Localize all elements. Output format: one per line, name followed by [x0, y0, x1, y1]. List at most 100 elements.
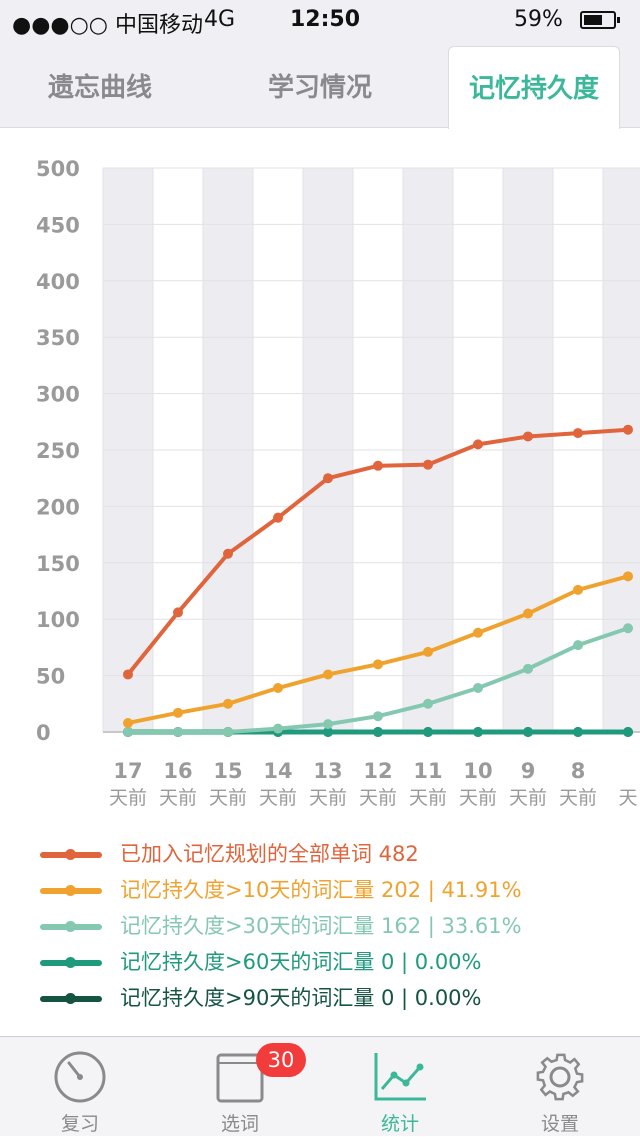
y-tick-label: 150	[36, 552, 80, 576]
data-point	[273, 683, 283, 694]
data-point	[573, 428, 583, 439]
data-point	[523, 663, 533, 674]
y-tick-label: 400	[36, 270, 80, 294]
data-point	[423, 727, 433, 737]
y-tick-label: 100	[36, 608, 80, 632]
tabbar-item-settings[interactable]: 设置	[480, 1037, 640, 1137]
battery-percent: 59%	[514, 7, 563, 32]
tabbar-label: 复习	[60, 1113, 99, 1135]
clock-label: 12:50	[290, 7, 361, 32]
x-tick-label: 16	[163, 759, 192, 783]
x-tick-label: 天前	[359, 787, 397, 809]
battery-icon	[580, 11, 620, 29]
legend-label: 记忆持久度>60天的词汇量 0 | 0.00%	[120, 950, 482, 974]
tab-memory-durability[interactable]: 记忆持久度	[448, 46, 620, 129]
y-tick-label: 50	[36, 665, 65, 689]
data-point	[123, 717, 133, 728]
x-tick-label: 天前	[209, 787, 247, 809]
tabbar-item-review[interactable]: 复习	[0, 1037, 160, 1137]
legend-label: 已加入记忆规划的全部单词 482	[120, 842, 419, 866]
data-point	[273, 723, 283, 734]
tabbar-label: 选词	[220, 1113, 259, 1135]
x-tick-label: 天前	[259, 787, 297, 809]
legend-item-all-words: 已加入记忆规划的全部单词 482	[40, 836, 640, 872]
top-tab-bar: 遗忘曲线 学习情况 记忆持久度	[0, 40, 640, 129]
x-tick-label: 17	[113, 759, 142, 783]
tab-study-status[interactable]: 学习情况	[267, 73, 372, 103]
data-point	[423, 698, 433, 709]
tabbar-item-select-words[interactable]: 30 选词	[160, 1037, 320, 1137]
x-tick-label: 12	[363, 759, 392, 783]
data-point	[573, 640, 583, 651]
data-point	[373, 711, 383, 722]
data-point	[323, 719, 333, 730]
y-tick-label: 500	[36, 157, 80, 181]
data-point	[623, 727, 633, 737]
legend-label: 记忆持久度>10天的词汇量 202 | 41.91%	[120, 878, 522, 902]
data-point	[223, 727, 233, 737]
new-words-badge: 30	[256, 1043, 306, 1077]
tabbar-item-statistics[interactable]: 统计	[320, 1037, 480, 1137]
x-tick-label: 15	[213, 759, 242, 783]
bottom-tab-bar: 复习 30 选词 统计 设置	[0, 1036, 640, 1136]
data-point	[473, 683, 483, 694]
y-tick-label: 250	[36, 439, 80, 463]
legend-label: 记忆持久度>90天的词汇量 0 | 0.00%	[120, 986, 482, 1010]
data-point	[473, 727, 483, 737]
data-point	[323, 669, 333, 680]
data-point	[623, 623, 633, 634]
x-tick-label: 9	[521, 759, 536, 783]
clock-dial-icon	[54, 1051, 106, 1103]
y-tick-label: 350	[36, 326, 80, 350]
x-tick-label: 14	[263, 759, 292, 783]
data-point	[423, 459, 433, 470]
data-point	[573, 584, 583, 595]
carrier-label: ●●●○○ 中国移动	[12, 13, 203, 38]
data-point	[323, 473, 333, 484]
data-point	[323, 727, 333, 737]
legend-item-over-90-days: 记忆持久度>90天的词汇量 0 | 0.00%	[40, 980, 640, 1016]
data-point	[623, 424, 633, 435]
legend-item-over-60-days: 记忆持久度>60天的词汇量 0 | 0.00%	[40, 944, 640, 980]
tab-forgetting-curve[interactable]: 遗忘曲线	[47, 73, 152, 103]
x-tick-label: 天	[618, 787, 637, 809]
data-point	[123, 669, 133, 680]
y-tick-label: 0	[36, 721, 51, 745]
status-bar: ●●●○○ 中国移动 4G 12:50 59%	[0, 0, 640, 40]
y-tick-label: 300	[36, 383, 80, 407]
line-chart-icon	[374, 1053, 426, 1101]
gear-icon	[536, 1053, 584, 1101]
data-point	[523, 608, 533, 619]
x-tick-label: 天前	[309, 787, 347, 809]
legend-item-over-10-days: 记忆持久度>10天的词汇量 202 | 41.91%	[40, 872, 640, 908]
y-tick-label: 200	[36, 495, 80, 519]
x-tick-label: 天前	[109, 787, 147, 809]
data-point	[173, 727, 183, 737]
x-tick-label: 天前	[559, 787, 597, 809]
x-tick-label: 10	[463, 759, 492, 783]
tabbar-label: 设置	[540, 1113, 579, 1135]
data-point	[523, 727, 533, 737]
network-label: 4G	[204, 7, 236, 32]
data-point	[473, 627, 483, 638]
data-point	[373, 460, 383, 471]
data-point	[423, 646, 433, 657]
legend-label: 记忆持久度>30天的词汇量 162 | 33.61%	[120, 914, 522, 938]
tabbar-label: 统计	[380, 1113, 419, 1135]
x-tick-label: 8	[571, 759, 586, 783]
x-tick-label: 11	[413, 759, 442, 783]
memory-durability-chart: 0 50 100 150 200 250 300 350 400 450 500 17 天前 16 天前 15…	[0, 128, 640, 828]
x-tick-label: 天前	[459, 787, 497, 809]
notebook-icon	[216, 1053, 264, 1103]
data-point	[273, 512, 283, 523]
data-point	[223, 548, 233, 559]
chart-svg: 0 50 100 150 200 250 300 350 400 450 500 17 天前 16 天前 15…	[36, 157, 640, 809]
data-point	[573, 727, 583, 737]
x-tick-label: 天前	[509, 787, 547, 809]
x-tick-label: 天前	[409, 787, 447, 809]
data-point	[173, 607, 183, 618]
data-point	[623, 571, 633, 582]
data-point	[373, 659, 383, 670]
data-point	[123, 727, 133, 737]
chart-legend: 已加入记忆规划的全部单词 482 记忆持久度>10天的词汇量 202 | 41.…	[0, 836, 640, 1026]
